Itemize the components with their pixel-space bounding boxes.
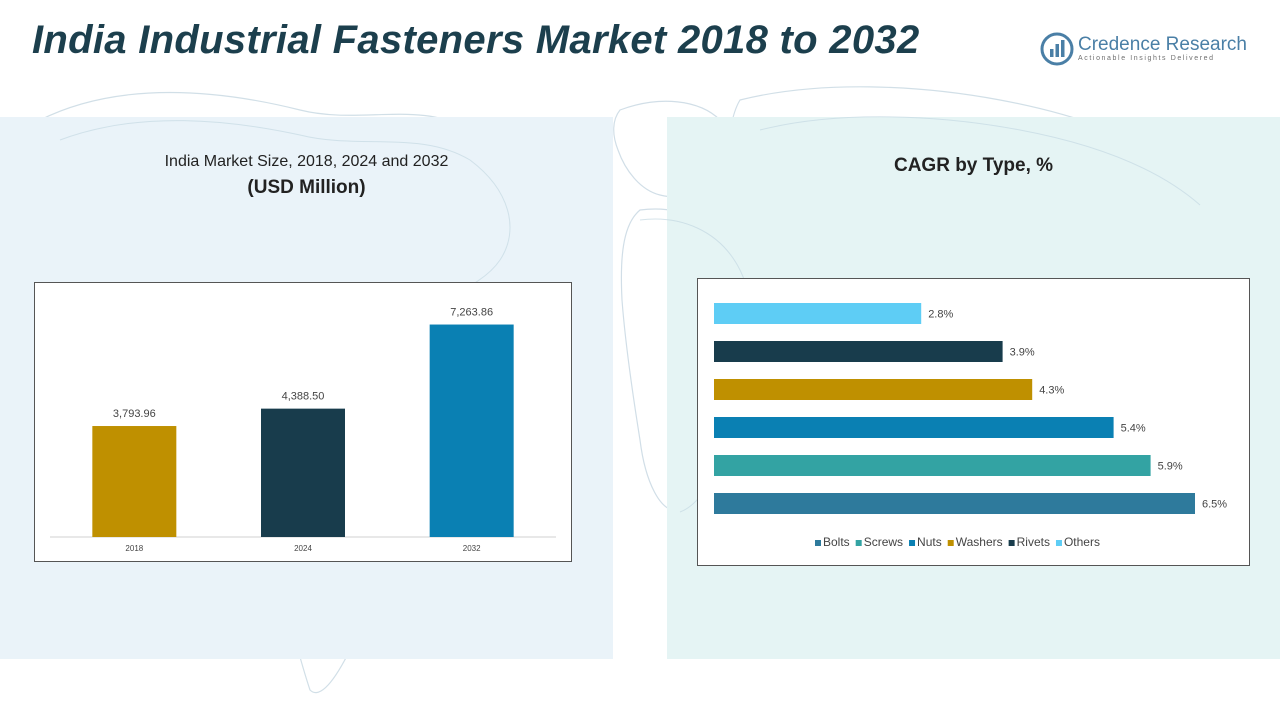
legend-item-nuts: Nuts [917, 535, 942, 549]
bar-rivets [714, 341, 1003, 362]
bar-others [714, 303, 922, 324]
legend-swatch [855, 540, 862, 546]
x-tick-label: 2032 [463, 544, 481, 553]
bar-value-label: 6.5% [1202, 499, 1227, 511]
logo-tagline: Actionable Insights Delivered [1078, 55, 1215, 62]
bar-value-label: 2.8% [928, 309, 953, 321]
bar-2024 [261, 408, 345, 537]
bar-value-label: 4.3% [1039, 385, 1064, 397]
bar-value-label: 7,263.86 [450, 307, 493, 319]
legend-item-bolts: Bolts [823, 535, 850, 549]
market-size-bar-chart: 3,793.96 2018 4,388.50 2024 7,263.86 2032 [34, 282, 572, 562]
bar-bolts [714, 493, 1195, 514]
logo-name: Credence Research [1078, 34, 1247, 55]
market-size-unit: (USD Million) [247, 177, 366, 198]
bar-value-label: 3.9% [1010, 347, 1035, 359]
legend-item-screws: Screws [864, 535, 903, 549]
bar-2032 [429, 324, 514, 537]
market-size-svg: 3,793.96 2018 4,388.50 2024 7,263.86 2032 [50, 307, 556, 553]
legend-swatch [815, 540, 821, 546]
cagr-bar-chart: 2.8% 3.9% 4.3% 5.4% 5.9% 6.5% Bolts Screws Nuts W… [697, 278, 1250, 566]
logo-icon [1040, 32, 1074, 66]
cagr-svg: 2.8% 3.9% 4.3% 5.4% 5.9% 6.5% Bolts Screws Nuts W… [714, 303, 1227, 549]
bar-value-label: 3,793.96 [113, 408, 156, 420]
legend-swatch [1008, 540, 1015, 546]
legend-item-rivets: Rivets [1017, 535, 1050, 549]
legend-swatch [947, 540, 954, 546]
page-title: India Industrial Fasteners Market 2018 t… [32, 18, 920, 62]
x-tick-label: 2018 [125, 544, 143, 553]
bar-value-label: 5.9% [1158, 461, 1183, 473]
legend-item-washers: Washers [956, 535, 1003, 549]
bar-value-label: 4,388.50 [282, 391, 325, 403]
bar-value-label: 5.4% [1121, 423, 1146, 435]
legend-swatch [1055, 540, 1062, 546]
bar-screws [714, 455, 1151, 476]
bar-nuts [714, 417, 1114, 438]
cagr-title: CAGR by Type, % [893, 155, 1054, 176]
legend-swatch [909, 540, 916, 546]
bar-2018 [92, 426, 177, 537]
market-size-title: India Market Size, 2018, 2024 and 2032 [164, 153, 449, 170]
legend-item-others: Others [1064, 535, 1100, 549]
bar-washers [714, 379, 1033, 400]
credence-research-logo: Credence Research Actionable Insights De… [1040, 30, 1260, 70]
chart-legend: Bolts Screws Nuts Washers Rivets Others [815, 535, 1100, 549]
x-tick-label: 2024 [294, 544, 312, 553]
